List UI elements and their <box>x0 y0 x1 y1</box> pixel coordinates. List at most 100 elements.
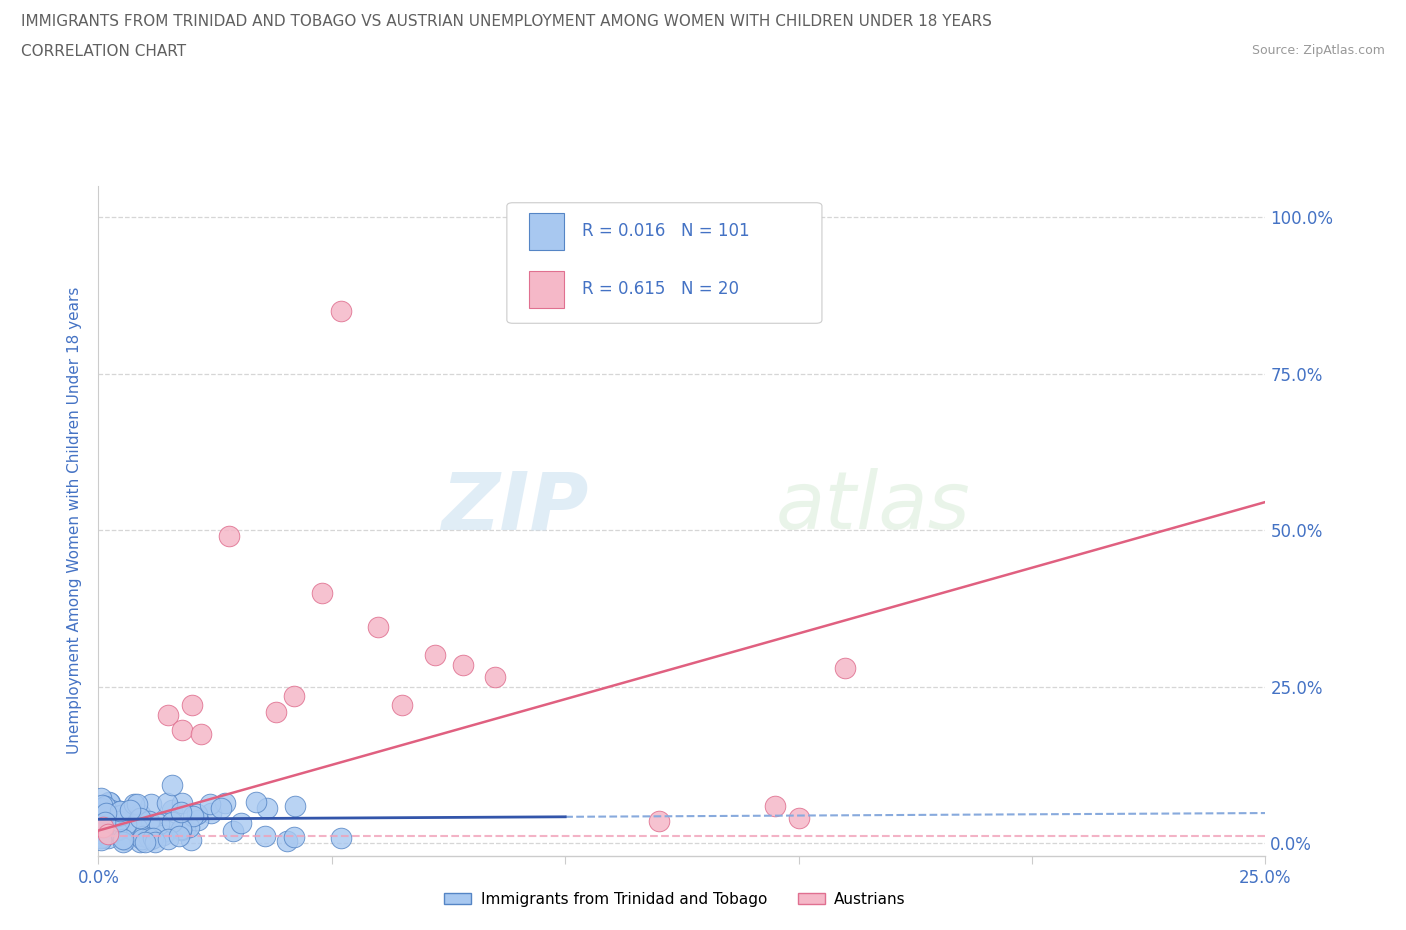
Point <box>90 809 112 824</box>
Point <box>112 812 135 827</box>
Point <box>245 795 267 810</box>
Text: R = 0.016: R = 0.016 <box>582 222 665 240</box>
Point <box>121 823 143 838</box>
Point <box>118 803 141 817</box>
Point <box>107 822 129 837</box>
Point <box>90 826 112 841</box>
Point <box>367 619 389 634</box>
Point <box>264 704 287 719</box>
Text: R = 0.615: R = 0.615 <box>582 281 665 299</box>
Point <box>484 670 506 684</box>
Point <box>198 796 221 811</box>
Point <box>222 823 245 838</box>
Point <box>170 822 193 837</box>
Point <box>112 835 135 850</box>
Point <box>128 810 150 825</box>
Point <box>139 820 162 835</box>
Point <box>157 708 180 723</box>
Point <box>96 821 118 836</box>
Point <box>148 817 170 831</box>
Point <box>91 798 114 813</box>
Point <box>129 806 152 821</box>
Point <box>90 830 112 844</box>
Point <box>128 835 150 850</box>
Point <box>156 824 179 839</box>
Point <box>218 529 240 544</box>
Point <box>93 825 115 840</box>
Point <box>138 817 160 831</box>
Point <box>187 813 209 828</box>
Point <box>173 821 195 836</box>
Point <box>167 829 190 844</box>
Point <box>423 648 446 663</box>
Point <box>120 817 142 831</box>
Point <box>451 658 474 672</box>
Point <box>90 823 112 838</box>
Point <box>93 824 115 839</box>
Point <box>91 820 114 835</box>
Legend: Immigrants from Trinidad and Tobago, Austrians: Immigrants from Trinidad and Tobago, Aus… <box>437 886 912 913</box>
Point <box>283 688 305 703</box>
Point <box>90 801 112 816</box>
Point <box>96 807 118 822</box>
Point <box>276 833 298 848</box>
Point <box>231 816 253 830</box>
Point <box>160 777 183 792</box>
Point <box>112 832 135 847</box>
Y-axis label: Unemployment Among Women with Children Under 18 years: Unemployment Among Women with Children U… <box>67 287 83 754</box>
Point <box>90 790 112 805</box>
Point <box>105 823 128 838</box>
Point <box>107 813 129 828</box>
Point <box>131 831 153 846</box>
Point <box>180 698 202 713</box>
Point <box>120 821 142 836</box>
Point <box>834 660 856 675</box>
Point <box>98 795 121 810</box>
Point <box>125 821 148 836</box>
Point <box>97 795 120 810</box>
Point <box>209 801 232 816</box>
Point <box>101 812 124 827</box>
Point <box>181 808 204 823</box>
Point <box>172 723 194 737</box>
Text: ZIP: ZIP <box>441 469 589 547</box>
Point <box>283 830 305 844</box>
FancyBboxPatch shape <box>506 203 823 324</box>
Point <box>170 795 193 810</box>
Point <box>128 819 150 834</box>
FancyBboxPatch shape <box>529 271 564 308</box>
Point <box>138 814 160 829</box>
FancyBboxPatch shape <box>529 213 564 249</box>
Point <box>108 804 131 819</box>
Point <box>107 816 129 830</box>
Point <box>104 812 127 827</box>
Text: N = 101: N = 101 <box>681 222 749 240</box>
Point <box>100 808 122 823</box>
Point <box>100 810 122 825</box>
Text: IMMIGRANTS FROM TRINIDAD AND TOBAGO VS AUSTRIAN UNEMPLOYMENT AMONG WOMEN WITH CH: IMMIGRANTS FROM TRINIDAD AND TOBAGO VS A… <box>21 14 993 29</box>
Point <box>256 801 278 816</box>
Point <box>91 823 114 838</box>
Point <box>160 814 183 829</box>
Point <box>170 822 193 837</box>
Point <box>90 833 112 848</box>
Text: atlas: atlas <box>775 469 970 547</box>
Point <box>214 795 236 810</box>
Point <box>253 829 276 844</box>
Point <box>115 817 138 831</box>
Point <box>156 795 179 810</box>
Point <box>94 809 117 824</box>
Point <box>763 798 786 813</box>
Point <box>110 804 132 818</box>
Point <box>122 796 145 811</box>
Text: CORRELATION CHART: CORRELATION CHART <box>21 44 186 59</box>
Point <box>94 815 117 830</box>
Point <box>107 823 129 838</box>
Point <box>110 807 132 822</box>
Point <box>97 826 120 841</box>
Point <box>330 304 353 319</box>
Point <box>105 808 128 823</box>
Point <box>180 832 202 847</box>
Point <box>141 797 163 812</box>
Point <box>157 831 180 846</box>
